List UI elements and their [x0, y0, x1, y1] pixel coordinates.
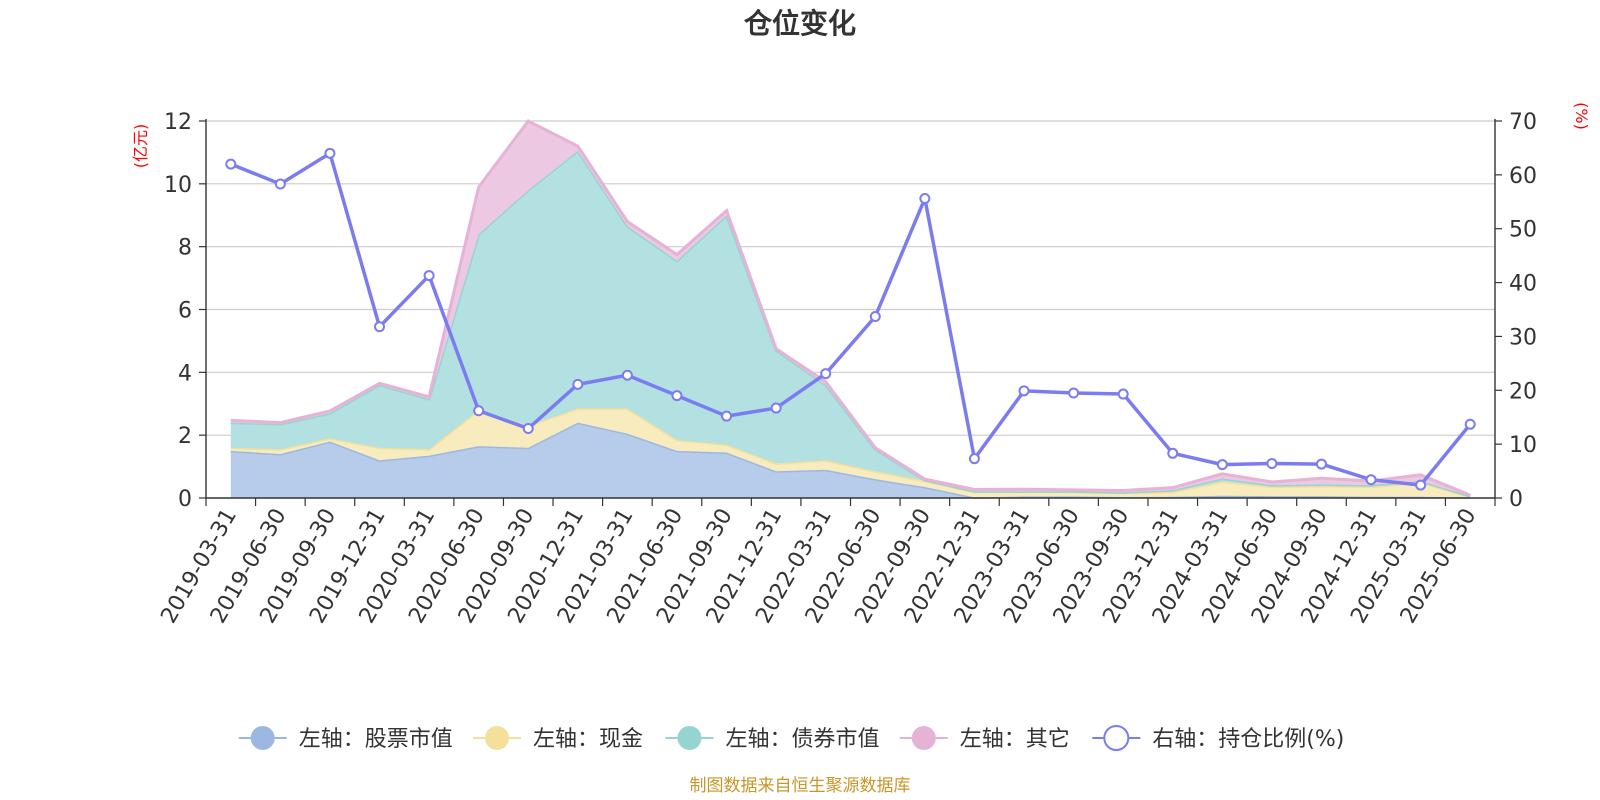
right-axis-unit: (%)	[1572, 102, 1591, 130]
right-axis-tick-label: 50	[1509, 218, 1537, 243]
axes: 0246810120102030405060702019-03-312019-0…	[156, 110, 1537, 628]
ratio-point	[1266, 458, 1278, 470]
area-series-edge-3	[230, 119, 1471, 497]
ratio-point	[820, 368, 832, 380]
ratio-point	[968, 453, 980, 465]
legend-marker-icon	[911, 726, 936, 750]
ratio-point	[1216, 459, 1228, 471]
ratio-point	[1415, 479, 1427, 491]
ratio-point	[1117, 388, 1129, 400]
ratio-point	[1464, 418, 1476, 430]
ratio-point	[1315, 458, 1327, 470]
legend-marker-icon	[485, 726, 509, 750]
legend-marker-icon	[1103, 725, 1130, 751]
ratio-point	[473, 405, 485, 417]
legend-item-1: 左轴：现金	[473, 726, 643, 752]
legend-label: 左轴：股票市值	[299, 727, 453, 752]
legend-label: 右轴：持仓比例(%)	[1152, 727, 1344, 752]
left-axis-tick-label: 6	[178, 299, 192, 324]
right-axis-tick-label: 70	[1509, 110, 1537, 135]
legend-item-0: 左轴：股票市值	[238, 726, 453, 752]
ratio-point	[274, 178, 286, 190]
ratio-point	[721, 410, 733, 422]
right-axis-tick-label: 20	[1509, 379, 1537, 404]
ratio-point	[1167, 447, 1179, 459]
ratio-point	[919, 193, 931, 205]
ratio-line-path	[230, 151, 1472, 487]
ratio-point	[572, 378, 584, 390]
legend-marker-icon	[250, 726, 275, 750]
legend-label: 左轴：其它	[960, 727, 1070, 752]
area-series-2	[230, 150, 1471, 497]
left-axis-unit: (亿元)	[131, 124, 150, 169]
ratio-point	[869, 311, 881, 323]
ratio-point	[374, 321, 386, 333]
chart-title: 仓位变化	[744, 7, 856, 40]
ratio-point	[621, 369, 633, 381]
ratio-point	[423, 270, 435, 282]
left-axis-tick-label: 0	[178, 487, 192, 512]
ratio-point	[671, 390, 683, 402]
ratio-point	[324, 147, 336, 159]
ratio-point	[225, 158, 237, 170]
left-axis-tick-label: 10	[164, 173, 192, 198]
legend: 左轴：股票市值 左轴：现金 左轴：债券市值 左轴：其它 右轴：持仓比例(%)	[238, 725, 1344, 752]
ratio-point	[1068, 387, 1080, 399]
left-axis-tick-label: 2	[178, 424, 192, 449]
left-axis-tick-label: 8	[178, 236, 192, 261]
right-axis-tick-label: 10	[1509, 433, 1537, 458]
ratio-line	[225, 147, 1476, 491]
left-axis-tick-label: 12	[164, 110, 192, 135]
legend-label: 左轴：债券市值	[726, 727, 880, 752]
legend-label: 左轴：现金	[533, 727, 643, 752]
right-axis-tick-label: 0	[1509, 487, 1523, 512]
legend-marker-icon	[677, 726, 702, 750]
source-note: 制图数据来自恒生聚源数据库	[690, 776, 911, 796]
legend-item-4: 右轴：持仓比例(%)	[1092, 725, 1344, 752]
ratio-point	[522, 423, 534, 435]
right-axis-tick-label: 40	[1509, 272, 1537, 297]
legend-item-3: 左轴：其它	[899, 726, 1070, 752]
ratio-point	[1018, 385, 1030, 397]
legend-item-2: 左轴：债券市值	[665, 726, 880, 752]
stacked-areas	[230, 119, 1471, 499]
right-axis-tick-label: 60	[1509, 164, 1537, 189]
grid-lines	[206, 120, 1495, 436]
ratio-point	[1365, 474, 1377, 486]
left-axis-tick-label: 4	[178, 361, 192, 386]
right-axis-tick-label: 30	[1509, 325, 1537, 350]
ratio-point	[770, 402, 782, 414]
area-series-1	[230, 408, 1471, 498]
